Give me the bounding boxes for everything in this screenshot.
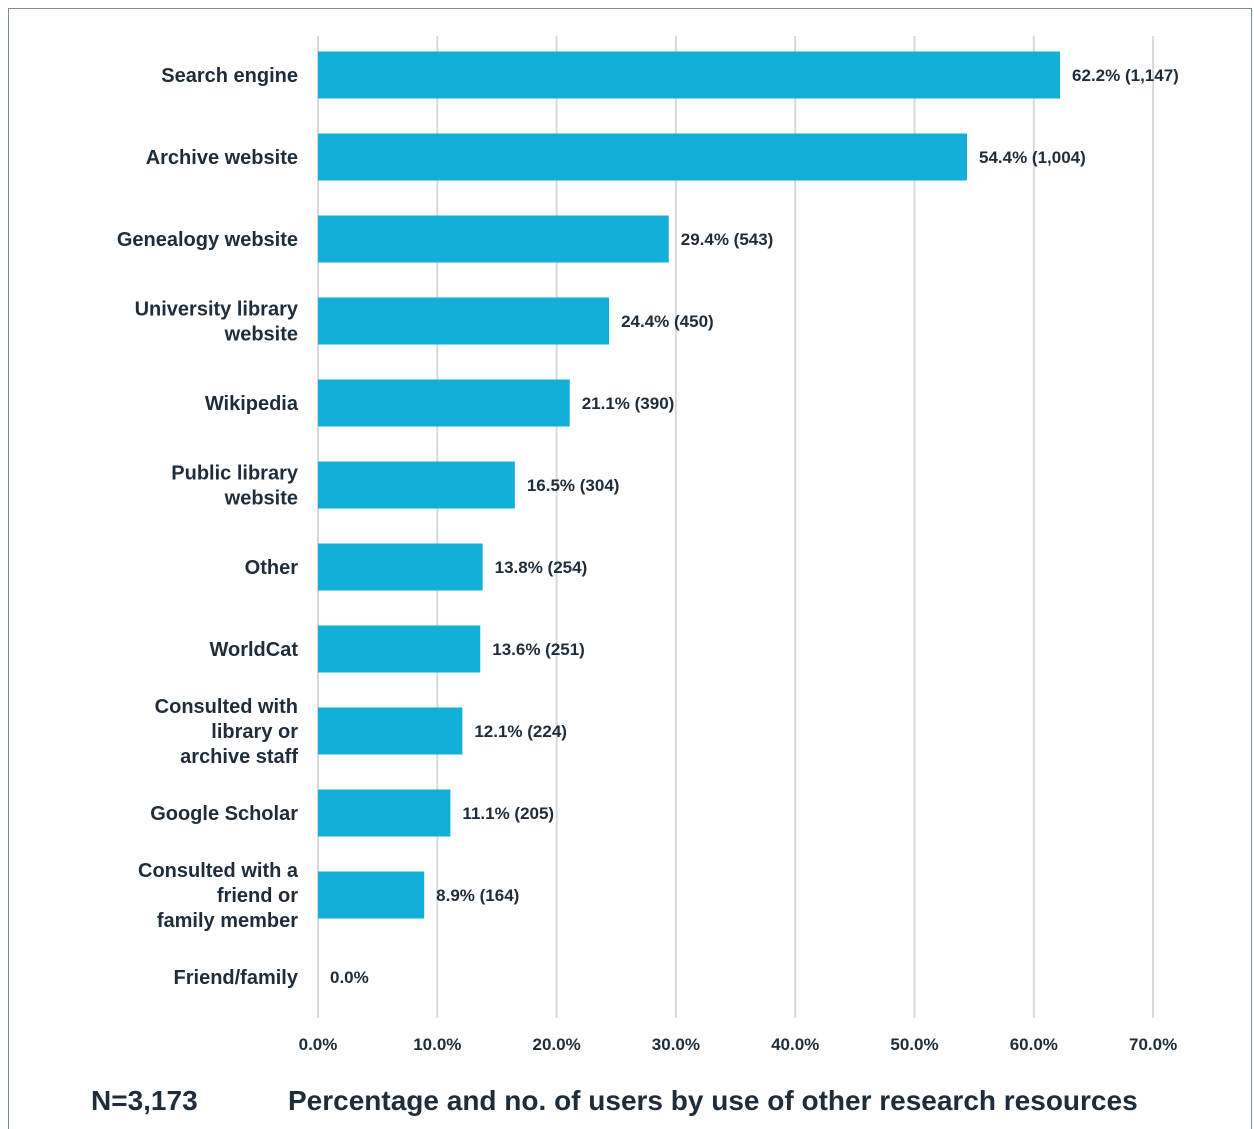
category-label-line: Wikipedia <box>205 393 299 415</box>
bar <box>318 543 483 591</box>
data-label: 54.4% (1,004) <box>979 148 1086 167</box>
category-label: Search engine <box>161 65 298 87</box>
bar <box>318 707 463 755</box>
bar <box>318 789 451 837</box>
data-label: 11.1% (205) <box>462 804 554 823</box>
category-label: Wikipedia <box>205 393 299 415</box>
category-label-line: website <box>224 324 298 346</box>
bar <box>318 871 425 919</box>
category-label-line: Google Scholar <box>150 803 298 825</box>
data-label: 21.1% (390) <box>582 394 675 413</box>
category-label: Consulted with a friend or family member <box>138 860 299 932</box>
x-tick-label: 60.0% <box>1010 1035 1058 1054</box>
bar <box>318 379 570 427</box>
category-label-line: University library <box>135 299 299 321</box>
x-tick-label: 10.0% <box>413 1035 461 1054</box>
chart-caption: Percentage and no. of users by use of ot… <box>288 1085 1138 1116</box>
category-label: Consulted with library or archive staff <box>155 696 299 768</box>
x-tick-label: 0.0% <box>299 1035 338 1054</box>
x-tick-label: 30.0% <box>652 1035 700 1054</box>
data-label: 29.4% (543) <box>681 230 774 249</box>
category-labels: Search engine Archive website Genealogy we… <box>117 65 299 989</box>
category-label: University library website <box>135 299 299 346</box>
category-label-line: friend or <box>217 885 298 907</box>
data-label: 13.6% (251) <box>492 640 585 659</box>
category-label-line: Consulted with <box>155 696 298 718</box>
data-label: 0.0% <box>330 968 369 987</box>
data-label: 8.9% (164) <box>436 886 519 905</box>
data-labels: 62.2% (1,147) 54.4% (1,004) 29.4% (543) 24.… <box>330 66 1179 987</box>
category-label-line: Consulted with a <box>138 860 299 882</box>
gridlines <box>317 36 1155 1018</box>
category-label-line: Genealogy website <box>117 229 298 251</box>
bar <box>318 133 967 181</box>
data-label: 12.1% (224) <box>474 722 567 741</box>
x-tick-label: 50.0% <box>890 1035 938 1054</box>
category-label-line: family member <box>157 910 298 932</box>
bar <box>318 461 515 509</box>
bar <box>318 51 1061 99</box>
data-label: 16.5% (304) <box>527 476 620 495</box>
category-label-line: WorldCat <box>209 639 298 661</box>
bar <box>318 215 669 263</box>
category-label: WorldCat <box>209 639 298 661</box>
x-tick-label: 70.0% <box>1129 1035 1177 1054</box>
x-tick-label: 20.0% <box>532 1035 580 1054</box>
category-label-line: Friend/family <box>174 967 299 989</box>
bar <box>318 297 610 345</box>
data-label: 24.4% (450) <box>621 312 714 331</box>
category-label-line: website <box>224 488 298 510</box>
category-label: Genealogy website <box>117 229 298 251</box>
category-label-line: Archive website <box>146 147 298 169</box>
category-label-line: archive staff <box>180 746 298 768</box>
bar <box>318 625 481 673</box>
chart-frame <box>8 8 1252 1129</box>
bars <box>318 51 1061 919</box>
data-label: 13.8% (254) <box>495 558 588 577</box>
category-label: Other <box>245 557 299 579</box>
category-label-line: Search engine <box>161 65 298 87</box>
bar-chart: Search engine Archive website Genealogy we… <box>117 36 1179 1054</box>
category-label-line: Public library <box>171 463 299 485</box>
sample-size: N=3,173 <box>91 1085 198 1116</box>
x-axis-ticks: 0.0% 10.0% 20.0% 30.0% 40.0% 50.0% 60.0% 70.0% <box>299 1035 1178 1054</box>
category-label-line: Other <box>245 557 299 579</box>
category-label-line: library or <box>211 721 298 743</box>
category-label: Google Scholar <box>150 803 298 825</box>
category-label: Archive website <box>146 147 298 169</box>
category-label: Friend/family <box>174 967 299 989</box>
category-label: Public library website <box>171 463 299 510</box>
data-label: 62.2% (1,147) <box>1072 66 1179 85</box>
x-tick-label: 40.0% <box>771 1035 819 1054</box>
